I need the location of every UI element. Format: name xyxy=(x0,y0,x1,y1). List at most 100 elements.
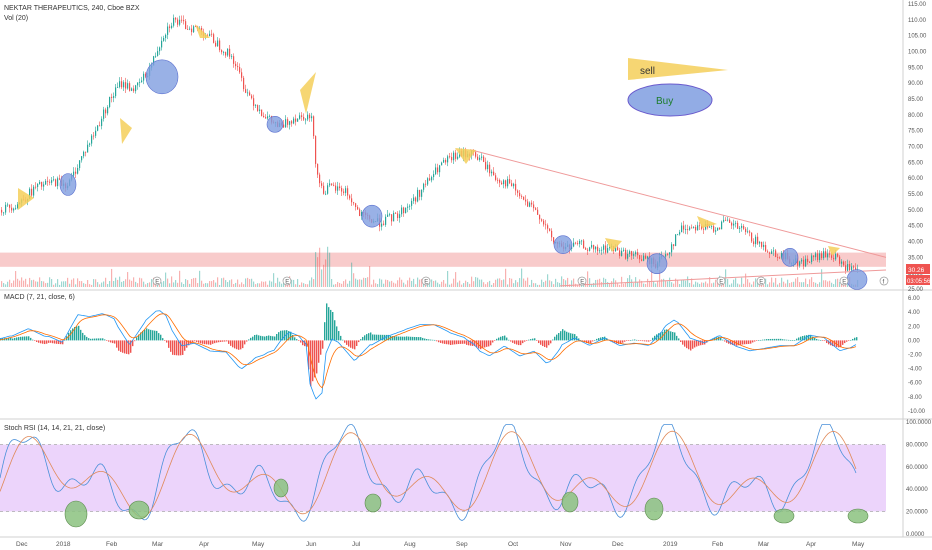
candle-body xyxy=(581,240,583,242)
candle-body xyxy=(831,254,833,258)
macd-histogram-bar xyxy=(620,340,622,345)
candle-body xyxy=(447,156,449,163)
volume-bar xyxy=(195,277,197,287)
volume-bar xyxy=(397,280,399,287)
volume-bar xyxy=(69,283,71,287)
volume-bar xyxy=(127,272,129,287)
candle-body xyxy=(145,73,147,77)
volume-bar xyxy=(649,280,651,287)
volume-bar xyxy=(427,283,429,287)
macd-histogram-bar xyxy=(98,338,100,341)
macd-histogram-bar xyxy=(276,334,278,341)
volume-bar xyxy=(215,282,217,287)
volume-bar xyxy=(807,284,809,287)
macd-histogram-bar xyxy=(80,329,82,341)
candle-body xyxy=(441,162,443,166)
candle-body xyxy=(91,135,93,144)
stoch-rsi-pane[interactable]: Stoch RSI (14, 14, 21, 21, close) xyxy=(0,424,886,528)
candle-body xyxy=(29,188,31,199)
candle-body xyxy=(399,214,401,219)
last-price-badge: 30.26 xyxy=(906,264,930,274)
candle-body xyxy=(529,202,531,207)
candle-body xyxy=(389,214,391,216)
macd-histogram-bar xyxy=(122,340,124,353)
macd-pane[interactable]: MACD (7, 21, close, 6) xyxy=(0,294,858,400)
macd-histogram-bar xyxy=(676,335,678,341)
volume-bar xyxy=(129,279,131,287)
candle-body xyxy=(545,224,547,226)
macd-histogram-bar xyxy=(588,340,590,344)
macd-histogram-bar xyxy=(374,334,376,341)
volume-bar xyxy=(711,283,713,287)
volume-bar xyxy=(679,284,681,287)
volume-bar xyxy=(735,278,737,287)
volume-bar xyxy=(275,283,277,287)
volume-bar xyxy=(587,271,589,287)
macd-histogram-bar xyxy=(748,340,750,344)
candle-body xyxy=(719,227,721,230)
volume-bar xyxy=(701,282,703,287)
volume-bar xyxy=(681,279,683,287)
macd-histogram-bar xyxy=(670,331,672,341)
volume-bar xyxy=(497,278,499,287)
candle-body xyxy=(761,241,763,247)
volume-bar xyxy=(743,283,745,287)
volume-bar xyxy=(167,278,169,287)
volume-bar xyxy=(7,281,9,287)
volume-bar xyxy=(411,280,413,287)
candle-body xyxy=(175,17,177,20)
candle-body xyxy=(587,249,589,251)
volume-bar xyxy=(229,280,231,287)
macd-histogram-bar xyxy=(464,340,466,344)
volume-bar xyxy=(79,281,81,287)
candle-body xyxy=(507,179,509,187)
candle-body xyxy=(575,242,577,244)
time-axis[interactable]: Dec 2018 Feb Mar Apr May Jun Jul Aug Sep Oct Nov Dec… xyxy=(16,541,865,548)
volume-bar xyxy=(67,277,69,287)
volume-bar xyxy=(795,278,797,287)
price-candles[interactable] xyxy=(1,14,859,274)
volume-bar xyxy=(503,279,505,287)
sell-legend-triangle xyxy=(628,58,728,80)
stoch-axis-tick: 0.0000 xyxy=(906,532,925,538)
candle-body xyxy=(753,241,755,245)
volume-bar xyxy=(519,278,521,287)
volume-bar xyxy=(25,278,27,287)
macd-histogram-bar xyxy=(522,340,524,344)
volume-bar xyxy=(241,282,243,287)
trendline-upper[interactable] xyxy=(469,149,887,258)
price-axis[interactable]: 115.00 110.00 105.00 100.00 95.00 90.00 85.00 8… xyxy=(906,2,932,538)
volume-bar xyxy=(613,278,615,287)
candle-body xyxy=(291,121,293,124)
volume-bar xyxy=(173,282,175,287)
volume-bar xyxy=(713,282,715,287)
volume-bar xyxy=(511,278,513,287)
volume-bar xyxy=(653,281,655,287)
macd-histogram-bar xyxy=(292,334,294,341)
macd-histogram-bar xyxy=(406,336,408,341)
candle-body xyxy=(541,219,543,221)
volume-bar xyxy=(277,277,279,287)
volume-bar xyxy=(453,278,455,287)
macd-histogram-bar xyxy=(696,340,698,347)
volume-label: Vol (20) xyxy=(4,15,28,22)
volume-bar xyxy=(461,284,463,287)
volume-bar xyxy=(33,279,35,287)
macd-histogram-bar xyxy=(592,340,594,342)
candle-body xyxy=(353,202,355,204)
candle-body xyxy=(325,193,327,195)
candle-body xyxy=(667,254,669,255)
volume-bar xyxy=(373,279,375,287)
macd-histogram-bar xyxy=(782,339,784,341)
volume-bar xyxy=(835,279,837,287)
macd-histogram-bar xyxy=(56,340,58,344)
macd-histogram-bar xyxy=(458,340,460,345)
volume-bar xyxy=(661,279,663,287)
volume-bar xyxy=(439,284,441,287)
volume-bar xyxy=(751,284,753,287)
macd-histogram-bar xyxy=(272,336,274,341)
volume-bar xyxy=(797,277,799,287)
